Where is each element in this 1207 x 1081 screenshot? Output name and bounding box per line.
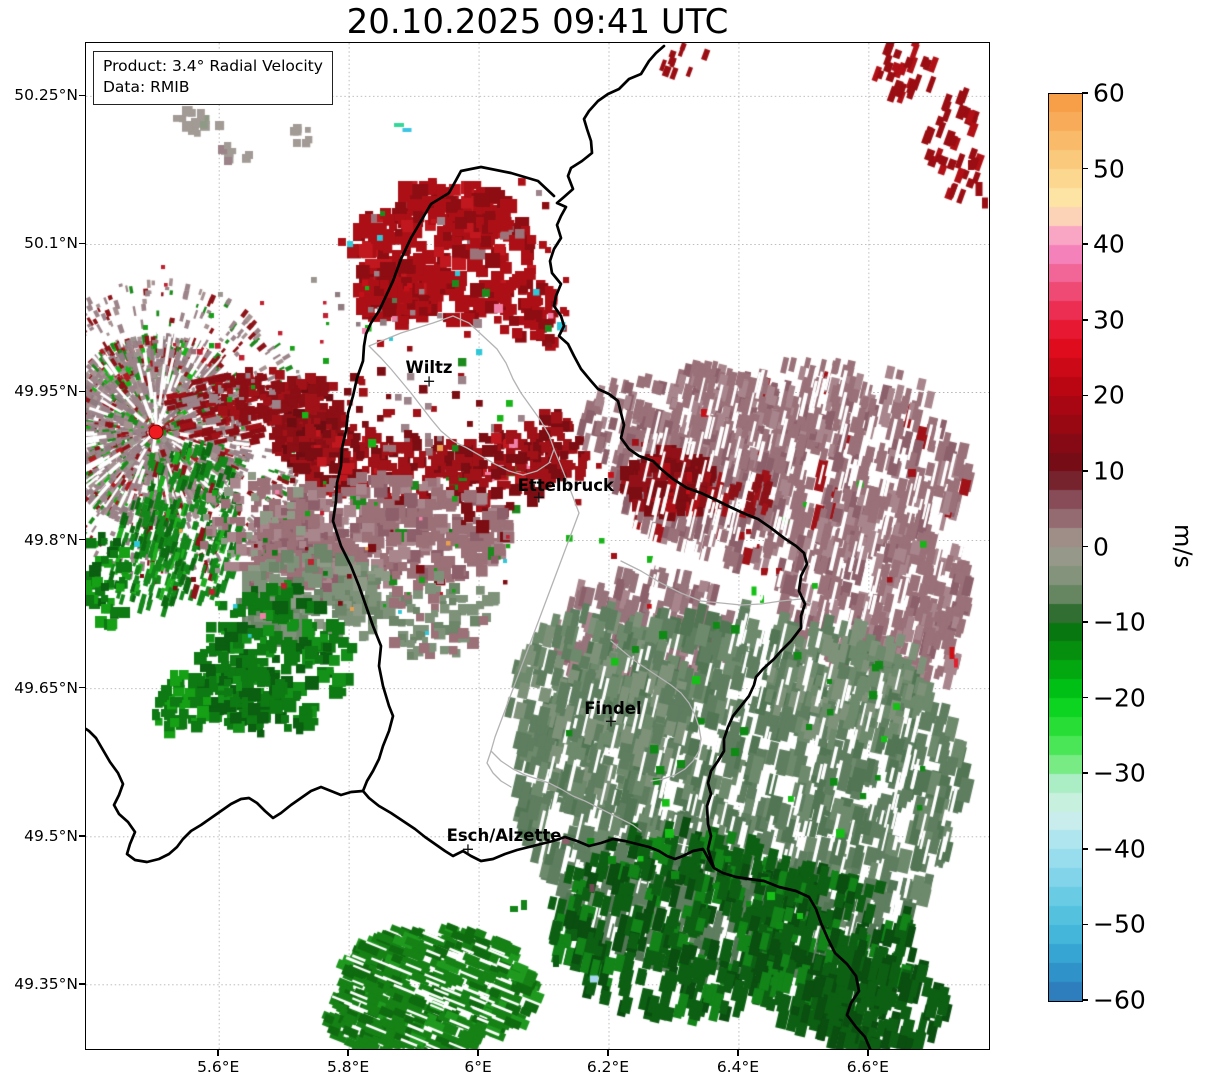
colorbar-tick-label: −20: [1093, 683, 1146, 713]
lat-axis-tick: [79, 242, 85, 245]
internal-border-line: [490, 750, 642, 832]
colorbar-unit-label: m/s: [1169, 524, 1197, 568]
colorbar-tick: [1082, 848, 1088, 850]
lon-tick-label: 6°E: [464, 1058, 492, 1076]
lon-axis-tick: [217, 1050, 219, 1056]
national-border-line: [331, 165, 716, 870]
colorbar-tick-label: −10: [1093, 607, 1146, 637]
colorbar-tick: [1082, 470, 1088, 472]
lon-axis-tick: [737, 1050, 739, 1056]
map-plot-area: Product: 3.4° Radial Velocity Data: RMIB…: [85, 42, 990, 1050]
lon-axis-tick: [477, 1050, 479, 1056]
colorbar-tick: [1082, 772, 1088, 775]
lat-tick-label: 49.65°N: [14, 678, 78, 697]
colorbar-tick: [1082, 923, 1088, 926]
lat-tick-label: 50.1°N: [24, 234, 78, 253]
city-marker-findel: +: [604, 711, 618, 731]
colorbar-tick: [1082, 167, 1088, 170]
colorbar-tick-label: 50: [1093, 154, 1125, 184]
lat-axis-tick: [79, 983, 85, 985]
colorbar-tick: [1082, 92, 1088, 94]
lat-axis-tick: [79, 94, 85, 97]
internal-border-line: [486, 448, 580, 788]
colorbar-tick-label: 0: [1093, 532, 1109, 561]
colorbar-tick-label: 40: [1093, 229, 1125, 259]
lat-axis-tick: [79, 538, 85, 541]
lat-tick-label: 49.95°N: [14, 382, 78, 401]
internal-border-line: [368, 315, 555, 476]
national-border-line: [86, 727, 365, 864]
lat-tick-label: 49.5°N: [24, 826, 78, 845]
colorbar-tick: [1082, 394, 1088, 397]
lat-tick-label: 49.8°N: [24, 530, 78, 549]
colorbar-tick: [1082, 545, 1088, 548]
city-label-findel: Findel: [584, 699, 642, 719]
lat-tick-label: 50.25°N: [14, 86, 78, 105]
colorbar-tick: [1082, 696, 1088, 699]
colorbar-tick-label: 30: [1093, 305, 1125, 335]
lon-tick-label: 5.8°E: [327, 1058, 370, 1076]
colorbar-tick-label: 10: [1093, 456, 1125, 486]
lon-axis-tick: [867, 1050, 869, 1056]
data-source-line: Data: RMIB: [103, 78, 190, 97]
product-info-box: Product: 3.4° Radial Velocity Data: RMIB: [93, 51, 333, 105]
lon-tick-label: 6.6°E: [846, 1058, 889, 1076]
lat-axis-tick: [79, 834, 85, 837]
colorbar-canvas: [1049, 94, 1082, 1001]
city-marker-esch-alzette: +: [461, 838, 475, 858]
colorbar-tick-label: −60: [1093, 985, 1146, 1015]
figure-title: 20.10.2025 09:41 UTC: [346, 2, 729, 42]
city-marker-wiltz: +: [422, 370, 436, 390]
colorbar-tick: [1082, 999, 1088, 1001]
lon-tick-label: 5.6°E: [197, 1058, 240, 1076]
city-label-esch-alzette: Esch/Alzette: [446, 825, 562, 845]
internal-border-line: [610, 640, 702, 782]
colorbar: [1048, 93, 1083, 1002]
product-line: Product: 3.4° Radial Velocity: [103, 57, 323, 75]
lon-axis-tick: [347, 1050, 349, 1056]
lat-tick-label: 49.35°N: [14, 974, 78, 993]
colorbar-tick-label: 20: [1093, 380, 1125, 410]
national-border-line: [548, 44, 872, 1049]
lon-tick-label: 6.4°E: [716, 1058, 760, 1076]
internal-border-line: [620, 560, 812, 606]
colorbar-tick: [1082, 243, 1088, 245]
city-label-ettelbruck: Ettelbruck: [517, 476, 614, 496]
colorbar-tick-label: 60: [1093, 78, 1125, 108]
colorbar-tick-label: −30: [1093, 758, 1146, 788]
lat-axis-tick: [79, 686, 85, 689]
colorbar-tick: [1082, 318, 1088, 321]
radar-site-marker: [148, 424, 164, 440]
lon-axis-tick: [607, 1050, 609, 1056]
country-borders: [86, 44, 872, 1049]
city-label-wiltz: Wiltz: [405, 357, 453, 377]
city-marker-ettelbruck: +: [532, 487, 546, 507]
colorbar-tick-label: −50: [1093, 909, 1146, 939]
lat-axis-tick: [79, 390, 85, 393]
lon-tick-label: 6.2°E: [586, 1058, 630, 1076]
colorbar-tick-label: −40: [1093, 834, 1146, 864]
radar-echo-canvas: [86, 43, 989, 1049]
colorbar-tick: [1082, 621, 1088, 623]
